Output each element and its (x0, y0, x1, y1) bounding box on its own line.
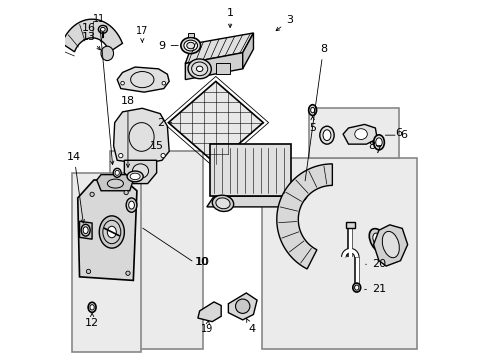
Ellipse shape (124, 190, 128, 195)
Text: 15: 15 (149, 141, 163, 151)
Ellipse shape (161, 153, 165, 158)
Text: 12: 12 (85, 313, 99, 328)
Bar (210, 144, 290, 196)
Ellipse shape (107, 179, 123, 188)
Ellipse shape (310, 107, 314, 113)
Bar (262, 158, 416, 348)
Ellipse shape (107, 226, 116, 238)
Text: 2: 2 (156, 118, 171, 128)
Ellipse shape (319, 126, 333, 144)
Ellipse shape (183, 40, 197, 51)
Ellipse shape (372, 233, 385, 249)
Text: 3: 3 (276, 15, 292, 31)
Text: 11: 11 (93, 14, 114, 165)
Text: 1: 1 (226, 8, 233, 27)
Text: 13: 13 (81, 32, 100, 50)
Ellipse shape (121, 81, 124, 85)
Text: 16: 16 (81, 23, 99, 33)
Ellipse shape (81, 224, 90, 236)
Text: 4: 4 (246, 319, 255, 334)
Polygon shape (185, 33, 253, 63)
Ellipse shape (88, 302, 96, 312)
Ellipse shape (368, 229, 388, 253)
Polygon shape (168, 81, 263, 164)
Ellipse shape (130, 173, 140, 180)
Text: 10: 10 (194, 257, 208, 267)
Ellipse shape (98, 26, 107, 33)
Text: 20: 20 (365, 259, 385, 269)
Ellipse shape (375, 138, 382, 147)
Ellipse shape (294, 186, 302, 196)
Ellipse shape (181, 37, 200, 54)
Ellipse shape (86, 269, 90, 274)
Ellipse shape (128, 201, 134, 209)
Ellipse shape (90, 305, 94, 310)
Ellipse shape (354, 285, 358, 290)
Ellipse shape (196, 66, 203, 72)
Ellipse shape (101, 46, 113, 60)
Bar (345, 222, 354, 228)
Ellipse shape (352, 283, 360, 292)
Ellipse shape (102, 220, 121, 244)
Polygon shape (206, 196, 298, 207)
Text: 18: 18 (121, 96, 135, 167)
Ellipse shape (212, 195, 233, 211)
Text: 19: 19 (200, 321, 213, 334)
Polygon shape (373, 225, 407, 266)
Polygon shape (228, 293, 257, 320)
Text: 14: 14 (67, 152, 84, 223)
Polygon shape (276, 164, 332, 269)
Text: 8: 8 (367, 141, 375, 151)
Bar (110, 151, 203, 348)
Polygon shape (117, 67, 169, 92)
Text: 8: 8 (305, 44, 326, 181)
Polygon shape (124, 160, 156, 184)
Ellipse shape (291, 182, 305, 199)
Ellipse shape (186, 42, 194, 49)
Polygon shape (113, 108, 169, 164)
Bar (187, 33, 193, 37)
Ellipse shape (119, 153, 122, 158)
Ellipse shape (132, 164, 148, 178)
Text: 6: 6 (385, 130, 407, 140)
Ellipse shape (125, 271, 130, 275)
Polygon shape (198, 302, 221, 321)
Ellipse shape (127, 171, 143, 182)
Ellipse shape (382, 231, 399, 258)
Polygon shape (80, 221, 92, 239)
Ellipse shape (373, 135, 384, 150)
Polygon shape (78, 180, 137, 280)
Text: 21: 21 (364, 284, 385, 294)
Bar (215, 63, 230, 74)
Polygon shape (343, 125, 376, 144)
Text: 10: 10 (196, 257, 210, 267)
Polygon shape (61, 19, 122, 52)
Polygon shape (242, 33, 253, 69)
Ellipse shape (113, 168, 121, 177)
Ellipse shape (215, 198, 230, 209)
Polygon shape (97, 175, 133, 191)
Ellipse shape (126, 198, 137, 212)
Ellipse shape (99, 216, 124, 248)
Ellipse shape (323, 130, 330, 140)
Ellipse shape (354, 129, 366, 139)
Text: 17: 17 (136, 26, 148, 42)
Ellipse shape (288, 179, 307, 202)
Text: 7: 7 (373, 144, 380, 154)
Bar (72, 173, 140, 352)
Ellipse shape (188, 59, 211, 79)
Text: 5: 5 (308, 116, 315, 133)
Ellipse shape (115, 170, 119, 175)
Text: 9: 9 (158, 41, 178, 50)
Ellipse shape (90, 192, 94, 197)
Ellipse shape (235, 299, 249, 314)
Polygon shape (185, 53, 242, 80)
Ellipse shape (83, 227, 88, 234)
Ellipse shape (162, 81, 165, 85)
Ellipse shape (101, 27, 105, 31)
Text: 6: 6 (394, 129, 402, 138)
Bar (308, 108, 398, 158)
Ellipse shape (308, 105, 316, 116)
Ellipse shape (191, 62, 207, 76)
